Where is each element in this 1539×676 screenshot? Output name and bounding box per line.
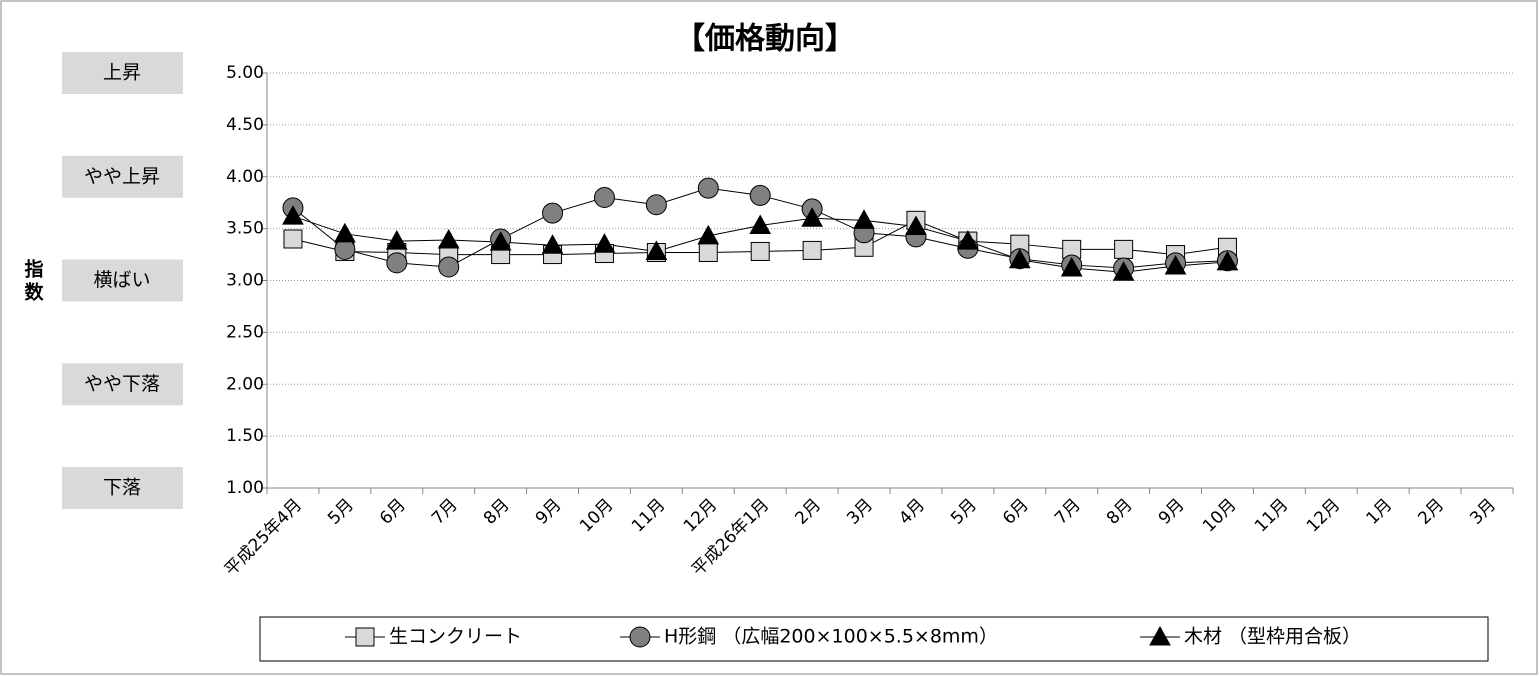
marker — [697, 177, 719, 199]
marker — [438, 256, 460, 278]
level-label: やや上昇 — [84, 165, 160, 187]
marker — [750, 241, 770, 261]
marker — [1060, 257, 1083, 277]
marker — [489, 231, 512, 251]
marker — [385, 230, 408, 250]
level-label: 横ばい — [93, 269, 150, 291]
marker — [334, 222, 356, 243]
legend-label: 木材 （型枠用合板） — [1184, 626, 1361, 648]
y-tick-label: 1.00 — [226, 478, 264, 498]
marker — [386, 252, 408, 274]
legend-box — [259, 616, 1489, 662]
level-box — [62, 52, 183, 94]
legend-label: 生コンクリート — [389, 626, 522, 648]
y-tick-label: 4.00 — [226, 167, 264, 187]
level-label: やや下落 — [84, 373, 160, 395]
level-box — [62, 155, 183, 198]
marker — [853, 209, 875, 229]
y-tick-label: 3.00 — [226, 271, 264, 291]
marker — [749, 184, 771, 206]
legend-label: H形鋼 （広幅200×100×5.5×8mm） — [664, 626, 998, 648]
y-tick-label: 3.50 — [226, 219, 264, 239]
marker — [1149, 625, 1171, 646]
level-box — [62, 259, 183, 302]
level-box — [62, 363, 183, 406]
marker — [1008, 248, 1031, 269]
marker — [1112, 261, 1135, 281]
marker — [283, 229, 303, 249]
level-label: 下落 — [103, 477, 141, 499]
marker — [593, 187, 615, 208]
level-box — [62, 467, 183, 509]
marker — [749, 214, 772, 235]
marker — [541, 234, 564, 254]
marker — [542, 202, 564, 224]
marker — [802, 240, 822, 260]
level-label: 上昇 — [103, 62, 141, 84]
marker — [282, 205, 304, 225]
marker — [645, 194, 667, 216]
marker — [355, 627, 375, 647]
marker — [1216, 250, 1239, 271]
y-tick-label: 2.50 — [226, 322, 264, 342]
marker — [593, 233, 616, 253]
marker — [801, 207, 823, 227]
marker — [698, 242, 718, 262]
marker — [334, 238, 356, 260]
marker — [905, 215, 927, 236]
marker — [957, 230, 979, 250]
y-tick-label: 1.50 — [226, 426, 264, 446]
marker — [645, 240, 668, 260]
y-axis-label: 指数 — [22, 259, 44, 305]
chart-title: 【価格動向】 — [675, 22, 855, 57]
marker — [1164, 254, 1187, 275]
marker — [629, 626, 651, 648]
marker — [1114, 239, 1134, 259]
y-tick-label: 4.50 — [226, 115, 264, 135]
marker — [697, 224, 720, 245]
y-tick-label: 2.00 — [226, 374, 264, 394]
marker — [437, 229, 460, 249]
y-tick-label: 5.00 — [226, 63, 264, 83]
